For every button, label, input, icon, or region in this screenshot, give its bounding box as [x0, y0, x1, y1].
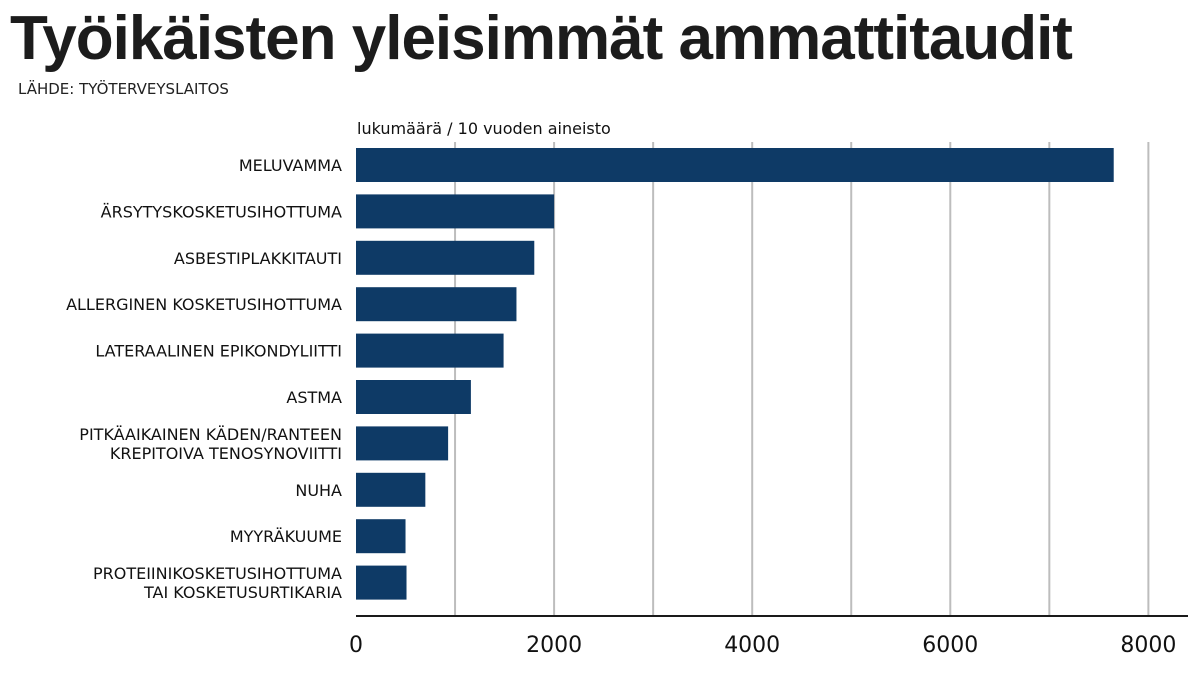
category-label: NUHA	[295, 481, 342, 500]
category-label: PROTEIINIKOSKETUSIHOTTUMA	[93, 564, 342, 583]
bar	[356, 194, 555, 229]
category-label: ÄRSYTYSKOSKETUSIHOTTUMA	[101, 202, 342, 221]
x-tick-label: 4000	[724, 633, 780, 658]
x-tick-label: 0	[349, 633, 363, 658]
category-label: TAI KOSKETUSURTIKARIA	[143, 583, 342, 602]
bar	[356, 240, 535, 275]
chart-title: Työikäisten yleisimmät ammattitaudit	[10, 4, 1073, 73]
category-label: ASBESTIPLAKKITAUTI	[174, 249, 342, 268]
bar	[356, 472, 426, 507]
bar	[356, 287, 517, 322]
x-tick-label: 6000	[922, 633, 978, 658]
bar	[356, 333, 504, 368]
category-label: ASTMA	[286, 388, 342, 407]
category-labels: MELUVAMMA ÄRSYTYSKOSKETUSIHOTTUMA ASBESTIP…	[66, 156, 342, 602]
category-label: KREPITOIVA TENOSYNOVIITTI	[110, 444, 342, 463]
category-label: PITKÄAIKAINEN KÄDEN/RANTEEN	[79, 425, 342, 444]
category-label: ALLERGINEN KOSKETUSIHOTTUMA	[66, 295, 342, 314]
bars	[356, 148, 1114, 600]
bar	[356, 519, 406, 554]
grid-lines	[454, 142, 1150, 616]
x-tick-label: 2000	[526, 633, 582, 658]
x-tick-label: 8000	[1120, 633, 1176, 658]
category-label: LATERAALINEN EPIKONDYLIITTI	[95, 342, 342, 361]
category-label: MELUVAMMA	[239, 156, 342, 175]
bar	[356, 426, 449, 461]
bar	[356, 565, 407, 600]
unit-label: lukumäärä / 10 vuoden aineisto	[357, 119, 611, 138]
source-label: LÄHDE: TYÖTERVEYSLAITOS	[18, 80, 229, 98]
x-tick-labels: 0 2000 4000 6000 8000	[349, 633, 1176, 658]
category-label: MYYRÄKUUME	[230, 527, 342, 546]
bar	[356, 380, 471, 414]
bar	[356, 148, 1114, 182]
